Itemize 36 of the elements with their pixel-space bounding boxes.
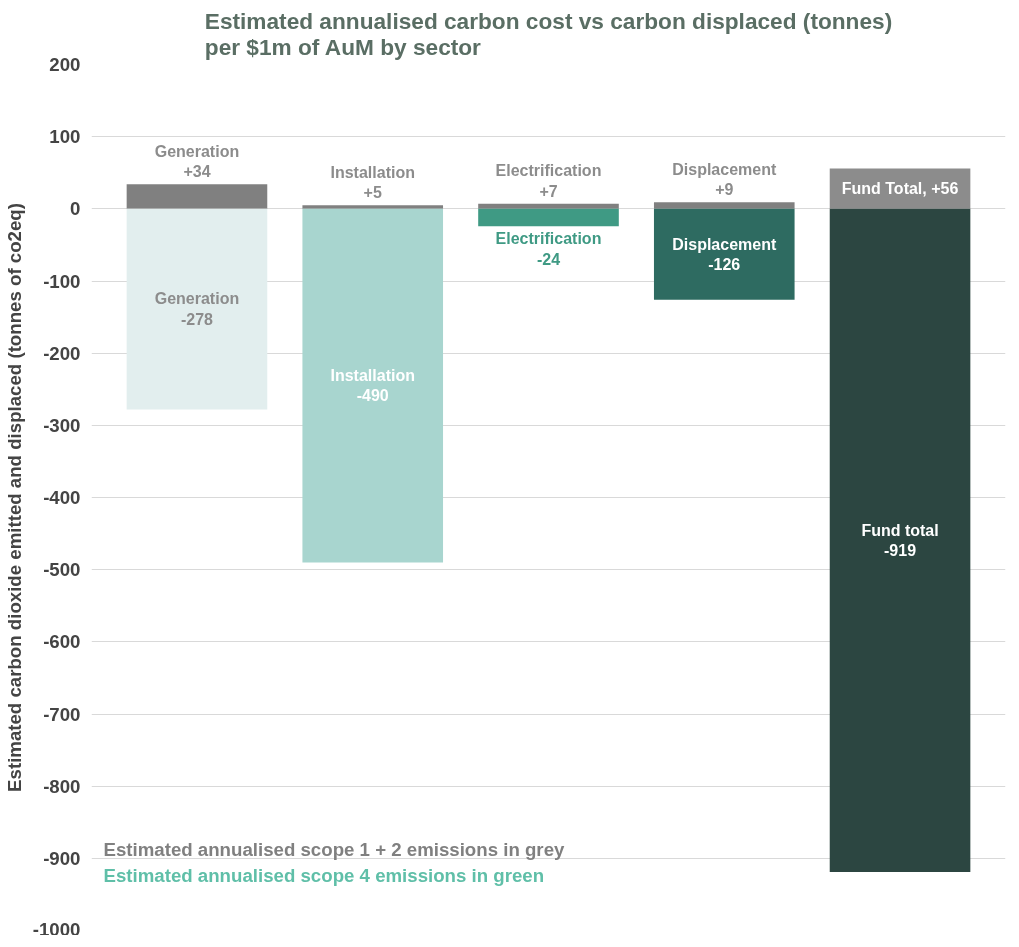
data-label: Electrification -24: [495, 230, 602, 268]
y-tick-label: -300: [43, 414, 81, 436]
bar: [302, 205, 444, 209]
data-label: Installation -490: [330, 366, 415, 405]
bar: [126, 208, 268, 410]
y-tick-label: -1000: [32, 918, 81, 940]
y-tick-label: -400: [43, 487, 81, 508]
bar: [653, 208, 795, 300]
y-tick-label: -900: [43, 847, 81, 869]
y-axis-title: Estimated carbon dioxide emitted and displaced (tonnes of co2eq): [3, 203, 25, 792]
text: Estimated annualised scope 4 emissions in green: [103, 864, 545, 886]
y-tick-label: -800: [43, 775, 81, 797]
data-label: Installation +5: [330, 163, 415, 202]
y-tick-label: -200: [43, 342, 81, 364]
y-tick-label: -500: [43, 559, 81, 581]
y-tick-label: -100: [43, 270, 81, 292]
chart-title: Estimated annualised carbon cost vs carbon displaced (tonnes) per $1m of AuM by sector: [204, 7, 893, 60]
bar: [302, 208, 444, 563]
data-label: Generation +34: [154, 142, 240, 181]
bar: [478, 203, 619, 209]
data-label: Displacement -126: [672, 235, 777, 273]
bar: [829, 208, 971, 873]
y-tick-label: -600: [43, 631, 81, 653]
data-label: Electrification +7: [495, 162, 602, 200]
data-label: Generation -278: [154, 290, 240, 328]
data-label: Fund Total, +56: [841, 180, 959, 198]
y-tick-label: 100: [49, 126, 81, 148]
bar: [478, 208, 619, 227]
y-tick-label: -700: [43, 703, 81, 725]
data-label: Displacement +9: [672, 160, 777, 199]
bar: [653, 202, 795, 209]
y-tick-label: 200: [49, 54, 81, 75]
data-label: Fund total -919: [861, 521, 939, 560]
bar: [126, 184, 268, 209]
text: Estimated annualised scope 1 + 2 emissions in grey: [103, 838, 566, 860]
y-tick-label: 0: [70, 198, 81, 220]
